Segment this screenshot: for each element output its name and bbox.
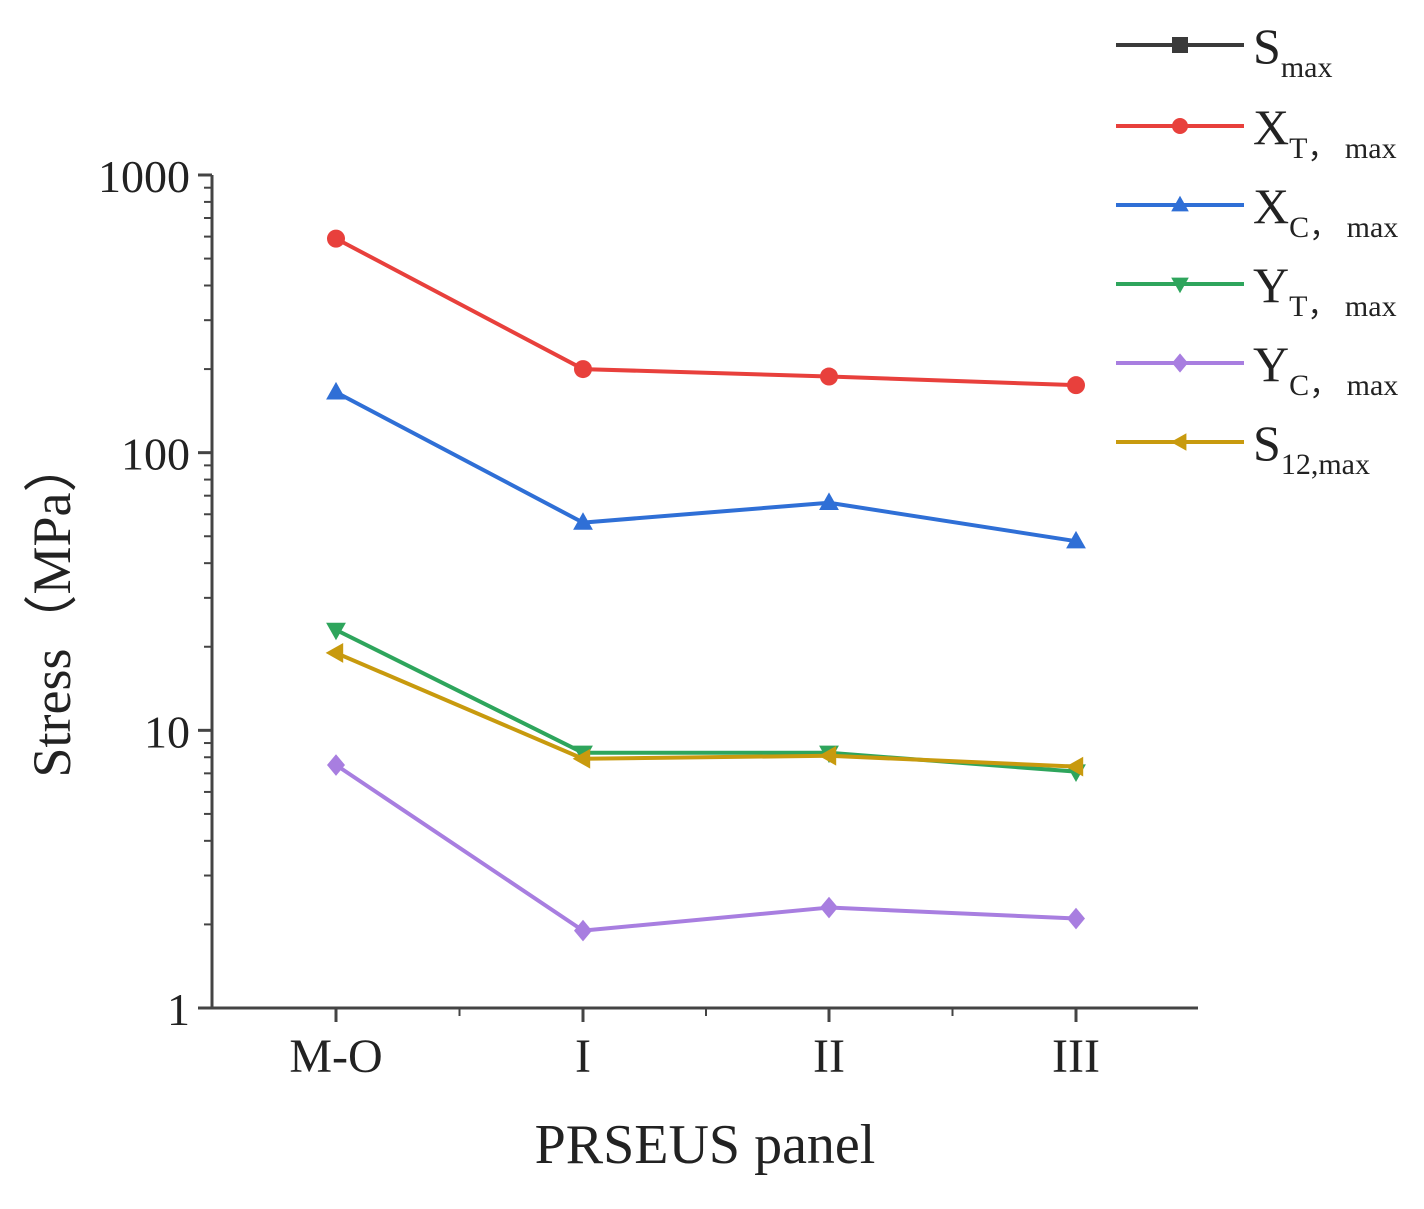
legend-marker xyxy=(1171,195,1189,212)
legend-marker xyxy=(1171,277,1189,294)
series-line xyxy=(335,651,1077,769)
data-point xyxy=(326,622,346,641)
legend-marker xyxy=(1172,118,1188,134)
legend-marker xyxy=(1172,37,1188,53)
series-line xyxy=(335,390,1077,544)
x-tick-label: II xyxy=(813,1030,845,1083)
data-point xyxy=(574,919,592,942)
x-tick-label: M-O xyxy=(289,1030,382,1083)
data-point xyxy=(326,381,346,400)
x-tick-label: I xyxy=(575,1030,591,1083)
y-tick-label: 10 xyxy=(144,706,190,757)
series-layer xyxy=(325,229,1086,942)
data-point xyxy=(325,643,344,663)
x-axis-title: PRSEUS panel xyxy=(535,1114,876,1176)
y-axis-title: Stress（MPa） xyxy=(22,438,82,777)
data-point xyxy=(820,896,838,919)
legend: Smax XT， max XC， max YT， max YC， max S12,max xyxy=(1116,18,1398,481)
y-tick-label: 1000 xyxy=(98,151,190,202)
y-tick-label: 100 xyxy=(121,429,190,480)
data-point xyxy=(573,512,593,530)
data-point xyxy=(327,754,345,776)
data-point xyxy=(327,229,345,248)
legend-label: S12,max xyxy=(1253,415,1370,481)
series-line xyxy=(335,236,1077,388)
y-tick-label: 1 xyxy=(167,984,190,1035)
legend-marker xyxy=(1170,433,1187,451)
data-point xyxy=(818,745,837,766)
data-point xyxy=(1065,756,1084,777)
data-point xyxy=(1067,907,1085,930)
legend-label: Smax xyxy=(1253,18,1332,84)
legend-label: YC， max xyxy=(1253,336,1398,402)
data-point xyxy=(572,748,591,769)
data-point xyxy=(819,492,839,510)
legend-label: YT， max xyxy=(1253,257,1397,323)
legend-label: XC， max xyxy=(1253,178,1398,244)
series-line xyxy=(334,763,1077,933)
data-point xyxy=(820,367,838,386)
legend-label: XT， max xyxy=(1253,99,1397,165)
x-tick-label: III xyxy=(1052,1030,1100,1083)
data-point xyxy=(574,360,592,379)
data-point xyxy=(1066,530,1086,549)
legend-marker xyxy=(1172,353,1188,373)
data-point xyxy=(1067,376,1085,395)
